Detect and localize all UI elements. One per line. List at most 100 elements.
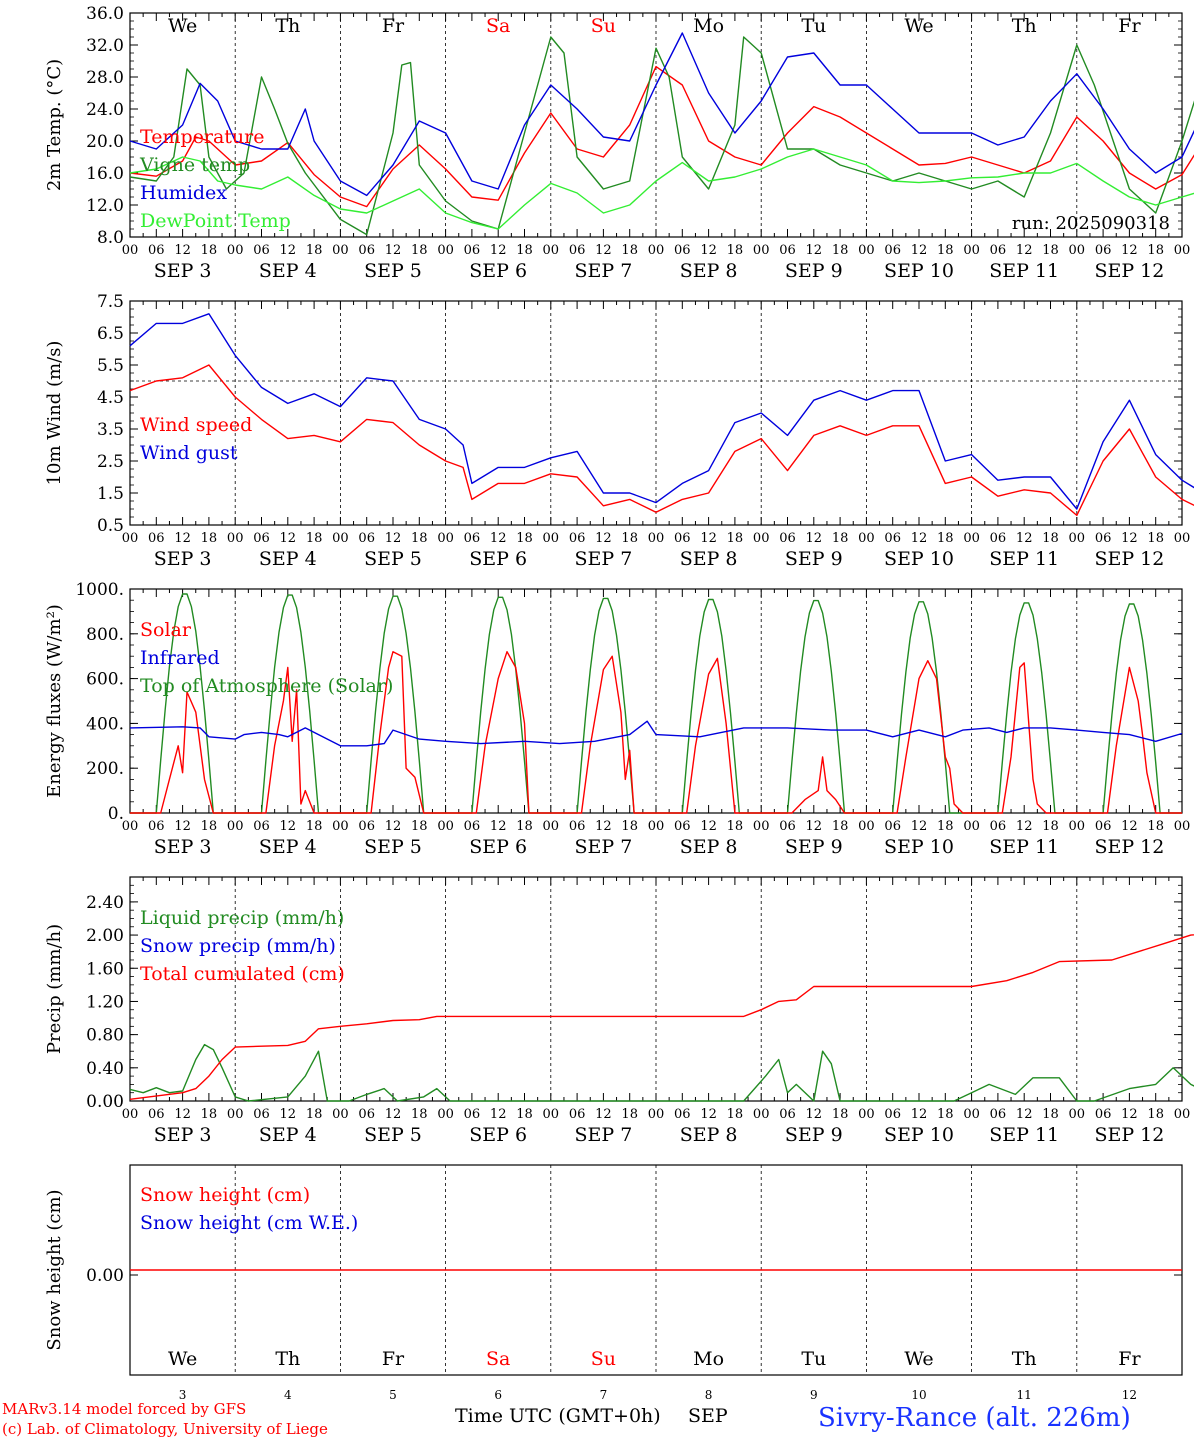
hour-tick-label: 18	[621, 819, 638, 834]
y-tick-label: 1000.	[75, 580, 124, 600]
hour-tick-label: 18	[832, 243, 849, 258]
hour-tick-label: 00	[648, 243, 665, 258]
legend-entry: Liquid precip (mm/h)	[140, 907, 344, 929]
hour-tick-label: 18	[937, 531, 954, 546]
hour-tick-label: 18	[832, 819, 849, 834]
y-axis-label: Energy fluxes (W/m²)	[44, 604, 65, 798]
lab-credit: (c) Lab. of Climatology, University of L…	[2, 1420, 328, 1438]
y-tick-label: 600.	[86, 670, 124, 690]
hour-tick-label: 00	[543, 1107, 560, 1122]
hour-tick-label: 12	[280, 243, 297, 258]
hour-tick-label: 00	[122, 819, 139, 834]
series-line-wind-gust	[129, 313, 1194, 510]
hour-tick-label: 00	[858, 531, 875, 546]
date-label: SEP 6	[469, 1124, 527, 1146]
hour-tick-label: 06	[253, 531, 270, 546]
date-label: SEP 5	[364, 836, 422, 858]
run-annotation: run: 2025090318	[1012, 213, 1170, 234]
hour-tick-label: 00	[963, 819, 980, 834]
legend-entry: Solar	[140, 619, 192, 641]
legend-entry: Snow precip (mm/h)	[140, 935, 336, 957]
hour-tick-label: 18	[1147, 1107, 1164, 1122]
date-label: SEP 6	[469, 548, 527, 570]
day-name: Tu	[801, 1348, 826, 1370]
hour-tick-label: 18	[411, 243, 428, 258]
hour-tick-label: 00	[858, 819, 875, 834]
hour-tick-label: 12	[280, 1107, 297, 1122]
hour-tick-label: 00	[227, 243, 244, 258]
day-name: Fr	[1118, 1348, 1141, 1370]
day-name: Th	[275, 15, 300, 37]
hour-tick-label: 00	[1069, 819, 1086, 834]
hour-tick-label: 12	[1016, 531, 1033, 546]
date-label: SEP 12	[1094, 1124, 1164, 1146]
hour-tick-label: 06	[990, 531, 1007, 546]
y-axis-label: 10m Wind (m/s)	[44, 341, 65, 486]
hour-tick-label: 12	[700, 819, 717, 834]
date-label: SEP 9	[785, 836, 843, 858]
hour-tick-label: 12	[700, 243, 717, 258]
hour-tick-label: 06	[990, 243, 1007, 258]
y-tick-label: 2.5	[97, 452, 124, 472]
hour-tick-label: 12	[911, 243, 928, 258]
month-label: SEP	[688, 1405, 728, 1427]
hour-tick-label: 18	[516, 1107, 533, 1122]
panel-frame-2	[129, 588, 1183, 814]
date-label: SEP 4	[259, 1124, 317, 1146]
hour-tick-label: 00	[122, 243, 139, 258]
panel-frame-0	[129, 12, 1183, 238]
hour-tick-label: 06	[779, 243, 796, 258]
hour-tick-label: 00	[648, 819, 665, 834]
hour-tick-label: 00	[227, 531, 244, 546]
hour-tick-label: 12	[911, 1107, 928, 1122]
hour-tick-label: 18	[201, 1107, 218, 1122]
hour-tick-label: 06	[569, 531, 586, 546]
legend-entry: Snow height (cm W.E.)	[140, 1212, 358, 1234]
hour-tick-label: 18	[411, 819, 428, 834]
legend-entry: Temperature	[140, 126, 264, 148]
hour-tick-label: 00	[753, 243, 770, 258]
hour-tick-label: 06	[884, 243, 901, 258]
hour-tick-label: 12	[174, 1107, 191, 1122]
panel-frame-1	[129, 300, 1183, 526]
hour-tick-label: 06	[990, 1107, 1007, 1122]
series-line-total-cumulated-cm-	[129, 934, 1194, 1100]
hour-tick-label: 00	[543, 819, 560, 834]
hour-tick-label: 06	[779, 819, 796, 834]
hour-tick-label: 18	[727, 819, 744, 834]
date-label: SEP 4	[259, 548, 317, 570]
y-tick-label: 400.	[86, 714, 124, 734]
hour-tick-label: 18	[727, 531, 744, 546]
hour-tick-label: 06	[1095, 819, 1112, 834]
date-label: SEP 4	[259, 836, 317, 858]
hour-tick-label: 06	[674, 1107, 691, 1122]
hour-tick-label: 18	[201, 531, 218, 546]
hour-tick-label: 00	[1174, 531, 1191, 546]
hour-tick-label: 00	[332, 819, 349, 834]
day-name: We	[904, 1348, 933, 1370]
hour-tick-label: 18	[306, 531, 323, 546]
date-label: SEP 12	[1094, 260, 1164, 282]
hour-tick-label: 18	[306, 243, 323, 258]
day-name: Su	[591, 15, 616, 37]
legend-entry: Vigne temp	[139, 154, 250, 176]
date-label: SEP 8	[680, 1124, 738, 1146]
y-tick-label: 1.20	[86, 992, 124, 1012]
hour-tick-label: 18	[621, 531, 638, 546]
date-number: 6	[494, 1388, 502, 1402]
y-tick-label: 24.0	[86, 100, 124, 120]
day-name: Fr	[382, 1348, 405, 1370]
hour-tick-label: 12	[595, 1107, 612, 1122]
model-credit: MARv3.14 model forced by GFS	[2, 1400, 247, 1418]
hour-tick-label: 06	[148, 243, 165, 258]
date-label: SEP 5	[364, 548, 422, 570]
date-label: SEP 10	[884, 548, 954, 570]
hour-tick-label: 00	[1174, 1107, 1191, 1122]
hour-tick-label: 12	[1016, 819, 1033, 834]
y-axis-label: Precip (mm/h)	[44, 924, 65, 1054]
date-number: 8	[705, 1388, 713, 1402]
hour-tick-label: 18	[727, 243, 744, 258]
hour-tick-label: 18	[1147, 819, 1164, 834]
hour-tick-label: 00	[963, 1107, 980, 1122]
hour-tick-label: 06	[779, 1107, 796, 1122]
